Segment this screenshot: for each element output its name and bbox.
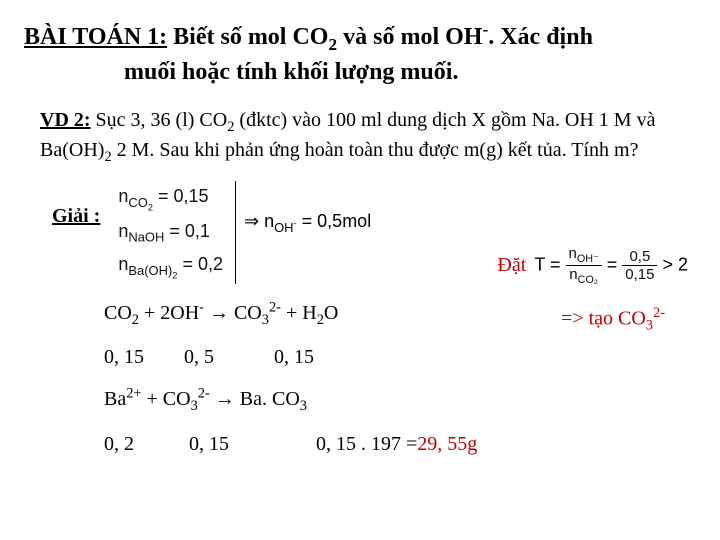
example-label: VD 2:: [40, 109, 91, 131]
final-result: 29, 55g: [417, 433, 477, 455]
title-line1c: . Xác định: [488, 24, 593, 50]
example-block: VD 2: Sục 3, 36 (l) CO2 (đktc) vào 100 m…: [24, 107, 696, 168]
solution-label: Giải :: [52, 205, 100, 228]
calc-middle: ⇒ nOH- = 0,5mol: [236, 211, 371, 235]
example-t1: Sục 3, 36 (l) CO: [91, 109, 228, 131]
title-line2: muối hoặc tính khối lượng muối.: [24, 56, 696, 88]
title-sub1: 2: [328, 35, 337, 54]
frac-noh-nco2: nOH⁻nCO₂: [566, 245, 602, 287]
calc-naoh: nNaOH = 0,1: [118, 216, 223, 249]
calc-baoh: nBa(OH)2 = 0,2: [118, 249, 223, 284]
stoich-1: 0, 15 0, 5 0, 15: [104, 338, 696, 376]
calc-co2: nCO2 = 0,15: [118, 181, 223, 216]
problem-title: BÀI TOÁN 1: Biết số mol CO2 và số mol OH…: [24, 18, 696, 89]
implies-block: => tạo CO32-: [561, 305, 665, 335]
equation-2: Ba2+ + CO32- → Ba. CO3: [104, 380, 696, 420]
title-line1a: Biết số mol CO: [167, 24, 328, 50]
dat-formula: T = nOH⁻nCO₂ = 0,50,15 > 2: [534, 245, 688, 287]
title-line1b: và số mol OH: [337, 24, 482, 50]
dat-label: Đặt: [497, 254, 526, 277]
stoich-2: 0, 2 0, 15 0, 15 . 197 = 29, 55g: [104, 425, 696, 463]
calc-left: nCO2 = 0,15 nNaOH = 0,1 nBa(OH)2 = 0,2: [118, 181, 236, 284]
example-s2: 2: [104, 149, 111, 165]
title-label: BÀI TOÁN 1:: [24, 24, 167, 50]
dat-block: Đặt T = nOH⁻nCO₂ = 0,50,15 > 2: [497, 245, 688, 287]
example-t3: 2 M. Sau khi phản ứng hoàn toàn thu được…: [112, 139, 639, 161]
frac-vals: 0,50,15: [622, 248, 657, 284]
